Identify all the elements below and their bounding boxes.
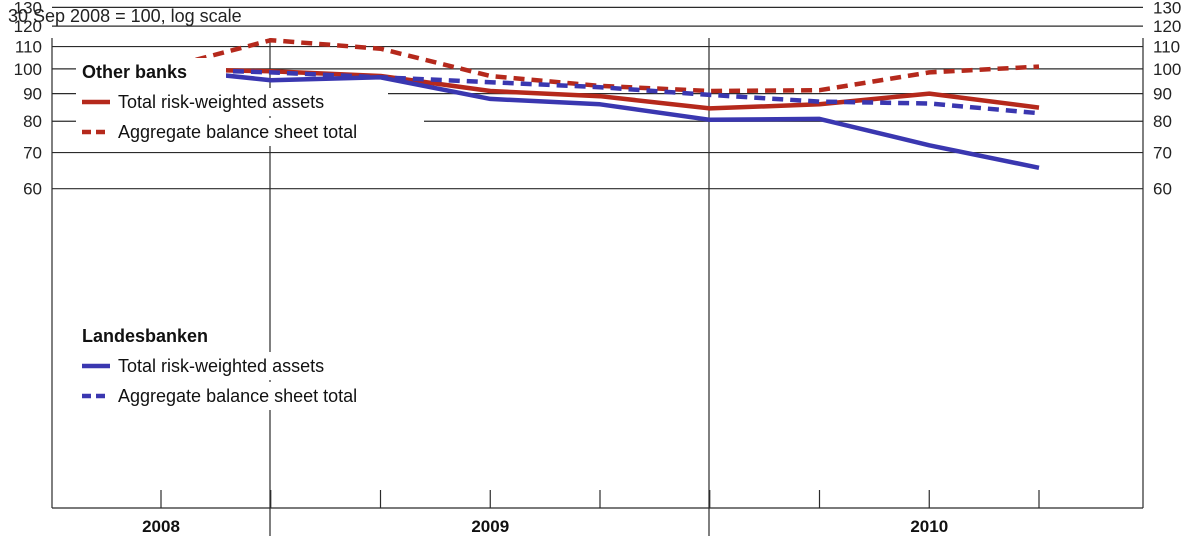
y-tick-label-right-120: 120 xyxy=(1153,17,1181,36)
legend-label-landesbanken-total-risk-weighted-assets: Total risk-weighted assets xyxy=(118,356,324,376)
y-tick-label-left-60: 60 xyxy=(23,180,42,199)
plot-frame xyxy=(51,38,1144,509)
series-line-landesbanken-aggregate-balance-sheet-total xyxy=(160,66,1040,116)
y-tick-label-right-60: 60 xyxy=(1153,180,1172,199)
y-tick-label-left-120: 120 xyxy=(14,17,42,36)
y-tick-label-left-130: 130 xyxy=(14,0,42,17)
legend-bg-other-banks-total-risk-weighted-assets xyxy=(76,88,388,116)
y-tick-label-right-70: 70 xyxy=(1153,144,1172,163)
y-tick-label-right-110: 110 xyxy=(1153,38,1180,57)
legend-heading-other-banks: Other banks xyxy=(82,62,187,82)
legend-bg-other-banks-aggregate-balance-sheet-total xyxy=(76,118,424,146)
x-year-label-2010: 2010 xyxy=(910,517,948,536)
y-tick-label-left-80: 80 xyxy=(23,112,42,131)
y-tick-label-right-80: 80 xyxy=(1153,112,1172,131)
legend-bg-landesbanken xyxy=(76,322,253,350)
legend-label-other-banks-total-risk-weighted-assets: Total risk-weighted assets xyxy=(118,92,324,112)
legend: Other banks Total risk-weighted assets Agg… xyxy=(76,58,424,410)
y-tick-label-right-130: 130 xyxy=(1153,0,1181,17)
series-line-landesbanken-total-risk-weighted-assets xyxy=(160,66,1040,171)
legend-bg-landesbanken-aggregate-balance-sheet-total xyxy=(76,382,424,410)
x-year-label-2008: 2008 xyxy=(142,517,180,536)
y-tick-label-right-100: 100 xyxy=(1153,60,1181,79)
legend-bg-landesbanken-total-risk-weighted-assets xyxy=(76,352,388,380)
y-tick-label-left-110: 110 xyxy=(15,38,42,57)
legend-label-other-banks-aggregate-balance-sheet-total: Aggregate balance sheet total xyxy=(118,122,357,142)
y-tick-label-right-90: 90 xyxy=(1153,85,1172,104)
y-tick-label-left-90: 90 xyxy=(23,85,42,104)
legend-heading-landesbanken: Landesbanken xyxy=(82,326,208,346)
legend-label-landesbanken-aggregate-balance-sheet-total: Aggregate balance sheet total xyxy=(118,386,357,406)
y-tick-label-left-100: 100 xyxy=(14,60,42,79)
y-tick-label-left-70: 70 xyxy=(23,144,42,163)
series-lines xyxy=(160,37,1040,171)
series-line-other-banks-aggregate-balance-sheet-total xyxy=(160,37,1040,94)
chart-subtitle: 30 Sep 2008 = 100, log scale xyxy=(8,6,242,26)
legend-bg-other-banks xyxy=(76,58,226,86)
x-year-label-2009: 2009 xyxy=(471,517,509,536)
